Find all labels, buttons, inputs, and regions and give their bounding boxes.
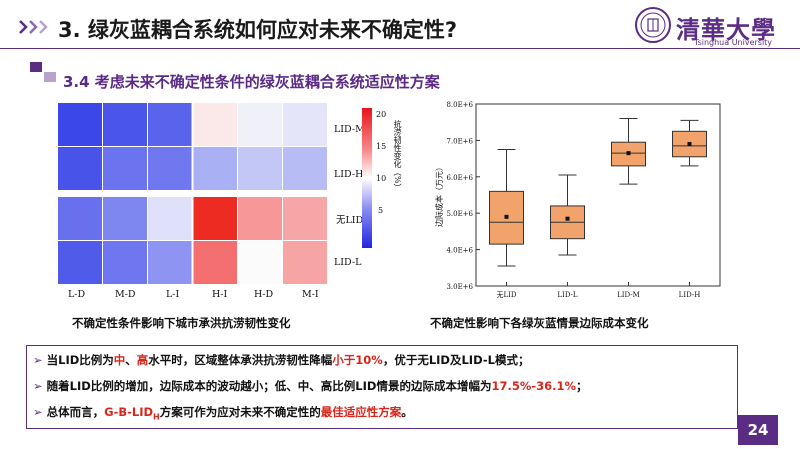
y-tick-label: 5.0E+6 (446, 210, 473, 218)
heatmap-cell (238, 103, 282, 146)
colorbar-tick: 15 (376, 142, 387, 151)
heatmap-cell (283, 103, 327, 146)
y-tick-label: 4.0E+6 (446, 247, 473, 255)
heatmap-col-label: M-I (302, 289, 319, 300)
heatmap-row-label: LID-H (334, 169, 364, 180)
bullet-arrow-icon: ➢ (33, 353, 43, 367)
heatmap-row-label: LID-M (334, 124, 365, 135)
x-tick-label: LID-H (679, 291, 701, 299)
heatmap-cell (283, 197, 327, 240)
subtitle-squares-icon (28, 60, 58, 88)
heatmap-cell (193, 197, 237, 240)
heatmap-cell (238, 147, 282, 190)
bullet-arrow-icon: ➢ (33, 379, 43, 393)
colorbar-tick: 5 (378, 206, 384, 215)
heatmap-row-label: 无LID (336, 215, 364, 226)
heatmap-row-label: LID-L (334, 257, 362, 268)
heatmap-cell (148, 197, 192, 240)
heatmap-cell (148, 147, 192, 190)
heatmap-cell (148, 241, 192, 284)
tsinghua-seal-icon (634, 6, 672, 48)
header-divider (0, 48, 800, 49)
tsinghua-logo-sub: Tsinghua University (694, 38, 773, 47)
heatmap-colorbar (362, 108, 372, 248)
heatmap-panel (58, 103, 328, 285)
summary-bullet-1: ➢ 当LID比例为中、高水平时，区域整体承洪抗涝韧性降幅小于10%，优于无LID及… (33, 353, 530, 367)
heatmap-cell (283, 147, 327, 190)
page-title: 3. 绿灰蓝耦合系统如何应对未来不确定性? (58, 18, 458, 42)
tsinghua-logo-text: 清華大學 (676, 15, 776, 44)
colorbar-tick: 10 (376, 174, 387, 183)
y-tick-label: 3.0E+6 (446, 283, 473, 291)
heatmap-cell (58, 147, 102, 190)
header-arrows-icon (18, 18, 52, 40)
summary-box: ➢ 当LID比例为中、高水平时，区域整体承洪抗涝韧性降幅小于10%，优于无LID及… (26, 345, 738, 429)
page-number: 24 (738, 415, 778, 445)
heatmap-cell (193, 103, 237, 146)
boxplot-caption: 不确定性影响下各绿灰蓝情景边际成本变化 (430, 316, 649, 330)
x-tick-label: 无LID (496, 291, 516, 299)
plot-frame (475, 103, 721, 287)
y-axis-label: 边际成本（万元） (434, 163, 444, 227)
heatmap-grid (58, 103, 328, 285)
heatmap-cell (103, 241, 147, 284)
heatmap-cell (238, 197, 282, 240)
boxplot-chart: 3.0E+6 4.0E+6 5.0E+6 6.0E+6 7.0E+6 8.0E+6 边际成本… (434, 101, 721, 299)
heatmap-cell (148, 103, 192, 146)
box-mean (504, 214, 509, 219)
heatmap-cell (193, 147, 237, 190)
heatmap-cell (238, 241, 282, 284)
heatmap-cell (58, 197, 102, 240)
heatmap-cell (283, 241, 327, 284)
y-tick-label: 8.0E+6 (446, 101, 473, 109)
heatmap-col-label: M-D (115, 289, 136, 300)
box-mean (687, 142, 692, 147)
heatmap-cell (103, 197, 147, 240)
heatmap-cell (103, 103, 147, 146)
heatmap-col-label: L-D (68, 289, 86, 300)
colorbar-title: 抗涝韧性变化（%） (393, 120, 402, 192)
heatmap-cell (103, 147, 147, 190)
y-tick-label: 6.0E+6 (446, 174, 473, 182)
heatmap-col-label: H-D (254, 289, 274, 300)
box-mean (565, 216, 570, 221)
y-tick-label: 7.0E+6 (446, 137, 473, 145)
boxplot-panel: 3.0E+6 4.0E+6 5.0E+6 6.0E+6 7.0E+6 8.0E+6 边际成本… (428, 96, 728, 308)
bullet-arrow-icon: ➢ (33, 405, 43, 419)
box-mean (626, 151, 631, 156)
summary-bullet-2: ➢ 随着LID比例的增加，边际成本的波动越小；低、中、高比例LID情景的边际成本增… (33, 379, 588, 393)
colorbar-tick: 20 (376, 110, 387, 119)
heatmap-col-label: H-I (212, 289, 228, 300)
heatmap-cell (58, 103, 102, 146)
heatmap-cell (193, 241, 237, 284)
section-subtitle: 3.4 考虑未来不确定性条件的绿灰蓝耦合系统适应性方案 (63, 73, 440, 91)
heatmap-cell (58, 241, 102, 284)
heatmap-caption: 不确定性条件影响下城市承洪抗涝韧性变化 (72, 316, 291, 330)
x-tick-label: LID-M (617, 291, 640, 299)
heatmap-col-label: L-I (166, 289, 180, 300)
summary-bullet-3: ➢ 总体而言，G-B-LIDH方案可作为应对未来不确定性的最佳适应性方案。 (33, 405, 413, 422)
x-tick-label: LID-L (557, 291, 578, 299)
